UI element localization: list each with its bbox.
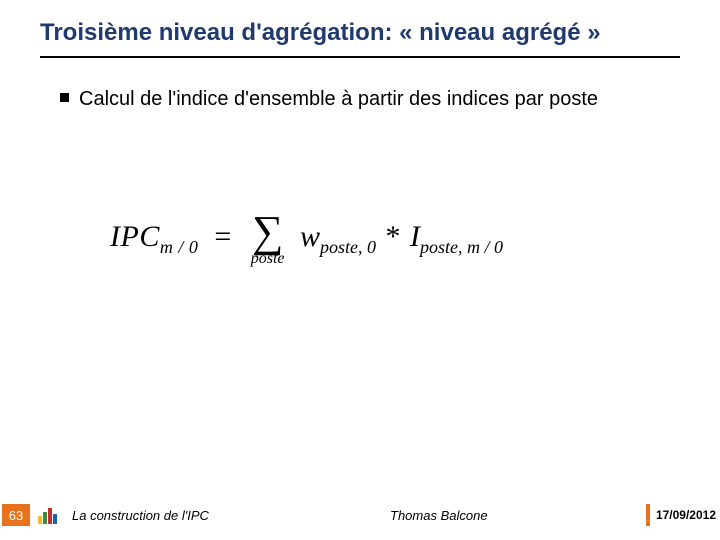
page-number: 63 — [2, 504, 30, 526]
equals-sign: = — [214, 220, 231, 253]
times-sign: * — [386, 220, 401, 253]
footer-date: 17/09/2012 — [656, 508, 720, 522]
formula-lhs: IPCm / 0 — [110, 220, 206, 253]
footer-author: Thomas Balcone — [390, 508, 488, 523]
sigma-icon: ∑ — [251, 210, 285, 254]
bullet-text: Calcul de l'indice d'ensemble à partir d… — [79, 86, 598, 112]
sigma-sub: poste — [251, 250, 285, 268]
bullet-area: Calcul de l'indice d'ensemble à partir d… — [0, 58, 720, 112]
I-sub: poste, m / 0 — [420, 237, 503, 257]
insee-logo — [36, 504, 58, 526]
footer: 63 La construction de l'IPC Thomas Balco… — [0, 502, 720, 528]
date-accent-bar — [646, 504, 650, 526]
formula-rhs: wposte, 0 * Iposte, m / 0 — [300, 220, 503, 253]
bullet-icon — [60, 93, 69, 102]
I-var: I — [410, 220, 420, 253]
footer-date-block: 17/09/2012 — [646, 504, 720, 526]
page-title: Troisième niveau d'agrégation: « niveau … — [40, 18, 680, 48]
formula: IPCm / 0 = ∑ poste wposte, 0 * Iposte, m… — [110, 210, 503, 268]
slide: Troisième niveau d'agrégation: « niveau … — [0, 0, 720, 540]
lhs-main: IPC — [110, 220, 160, 253]
title-block: Troisième niveau d'agrégation: « niveau … — [0, 0, 720, 48]
w-var: w — [300, 220, 320, 253]
w-sub: poste, 0 — [320, 237, 376, 257]
footer-doc-title: La construction de l'IPC — [72, 508, 209, 523]
bullet-item: Calcul de l'indice d'ensemble à partir d… — [60, 86, 680, 112]
sigma-block: ∑ poste — [251, 210, 285, 268]
logo-bars-icon — [36, 504, 58, 526]
lhs-sub: m / 0 — [160, 237, 199, 257]
